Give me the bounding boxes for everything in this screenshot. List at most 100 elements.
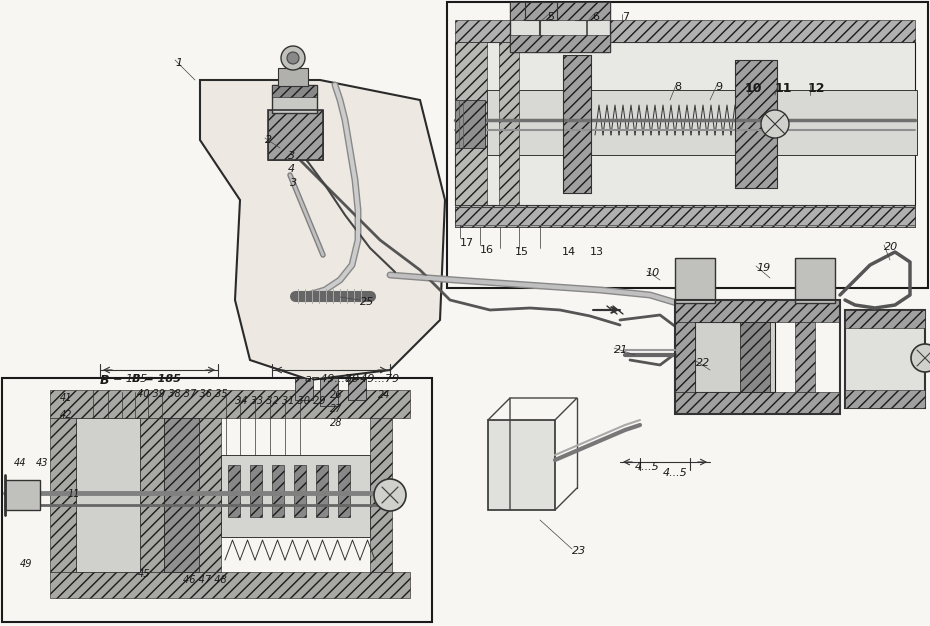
Text: 10: 10	[745, 82, 763, 95]
Text: 45: 45	[138, 569, 151, 579]
Text: B = 185: B = 185	[132, 374, 180, 384]
Text: 4...5: 4...5	[663, 468, 688, 478]
Bar	[164, 418, 199, 572]
Bar	[272, 85, 317, 113]
Bar	[294, 465, 306, 517]
Text: 40 39 38 37 36 35: 40 39 38 37 36 35	[137, 389, 228, 399]
Text: B: B	[100, 374, 110, 387]
Text: 8: 8	[674, 82, 681, 92]
Text: a=49...79: a=49...79	[345, 374, 400, 384]
Text: 34 33 32 31 30 29: 34 33 32 31 30 29	[235, 396, 326, 406]
Polygon shape	[488, 420, 555, 510]
Text: 12: 12	[808, 82, 826, 95]
Text: 1: 1	[175, 58, 182, 68]
Bar	[348, 378, 366, 400]
Bar	[221, 455, 370, 537]
Bar	[795, 322, 815, 392]
Circle shape	[761, 110, 789, 138]
Bar	[675, 258, 715, 303]
Text: 15: 15	[515, 247, 529, 257]
Polygon shape	[200, 80, 445, 380]
Text: 6: 6	[592, 12, 599, 22]
Text: 9: 9	[715, 82, 722, 92]
Text: 42: 42	[60, 410, 73, 420]
Text: = 185: = 185	[113, 374, 147, 384]
Text: 3: 3	[290, 178, 297, 188]
Bar	[675, 300, 840, 322]
Bar	[250, 465, 262, 517]
Bar	[845, 310, 925, 408]
Bar	[525, 2, 557, 20]
Bar	[5, 480, 40, 510]
Text: 23: 23	[572, 546, 586, 556]
Circle shape	[374, 479, 406, 511]
Bar	[76, 418, 140, 572]
Text: 41: 41	[60, 393, 73, 403]
Text: 4: 4	[288, 164, 295, 174]
Circle shape	[281, 46, 305, 70]
Bar	[455, 100, 485, 148]
Text: 4...5: 4...5	[635, 462, 659, 472]
Text: 22: 22	[696, 358, 711, 368]
Text: a=49...79: a=49...79	[305, 374, 360, 384]
Text: 28: 28	[330, 418, 342, 428]
Bar	[370, 418, 392, 572]
Bar	[2, 378, 432, 622]
Text: 3: 3	[288, 151, 295, 161]
Text: 24: 24	[378, 390, 391, 400]
Text: 43: 43	[36, 458, 48, 468]
Bar	[795, 258, 835, 303]
Bar	[563, 55, 591, 193]
Bar	[845, 310, 925, 328]
Bar	[320, 378, 338, 406]
Bar	[316, 465, 328, 517]
Bar	[272, 85, 317, 97]
Text: 27: 27	[330, 404, 342, 414]
Bar	[735, 60, 777, 188]
Bar	[455, 42, 487, 205]
Bar	[675, 300, 840, 414]
Text: 46 47 48: 46 47 48	[183, 575, 227, 585]
Text: 20: 20	[884, 242, 898, 252]
Text: 19: 19	[756, 263, 770, 273]
Text: 44: 44	[14, 458, 26, 468]
Bar	[510, 35, 610, 52]
Text: 11: 11	[68, 489, 81, 499]
Bar	[455, 205, 915, 227]
Bar	[510, 2, 610, 52]
Bar	[199, 418, 221, 572]
Bar	[525, 2, 557, 20]
Circle shape	[287, 52, 299, 64]
Bar	[338, 465, 350, 517]
Bar	[295, 378, 313, 400]
Circle shape	[911, 344, 930, 372]
Bar	[50, 390, 410, 418]
Text: 7: 7	[622, 12, 629, 22]
Bar	[140, 418, 164, 572]
Bar	[563, 55, 591, 193]
Bar	[50, 572, 410, 598]
Bar	[278, 68, 308, 86]
Bar	[510, 2, 610, 20]
Bar	[268, 110, 323, 160]
Text: 13: 13	[590, 247, 604, 257]
Bar	[575, 2, 600, 20]
Text: 10: 10	[645, 268, 659, 278]
Text: 26: 26	[330, 390, 342, 400]
Text: 2: 2	[265, 135, 272, 145]
Bar	[455, 20, 915, 42]
Bar	[735, 60, 777, 188]
Text: 16: 16	[480, 245, 494, 255]
Bar	[50, 418, 76, 572]
Bar	[268, 110, 323, 160]
Bar	[740, 322, 770, 392]
Text: 11: 11	[775, 82, 792, 95]
Text: 21: 21	[614, 345, 629, 355]
Bar	[675, 322, 695, 392]
Bar	[845, 390, 925, 408]
Bar	[447, 2, 928, 288]
Bar	[455, 42, 915, 205]
Text: 14: 14	[562, 247, 576, 257]
Bar	[455, 207, 915, 227]
Bar	[695, 322, 775, 392]
